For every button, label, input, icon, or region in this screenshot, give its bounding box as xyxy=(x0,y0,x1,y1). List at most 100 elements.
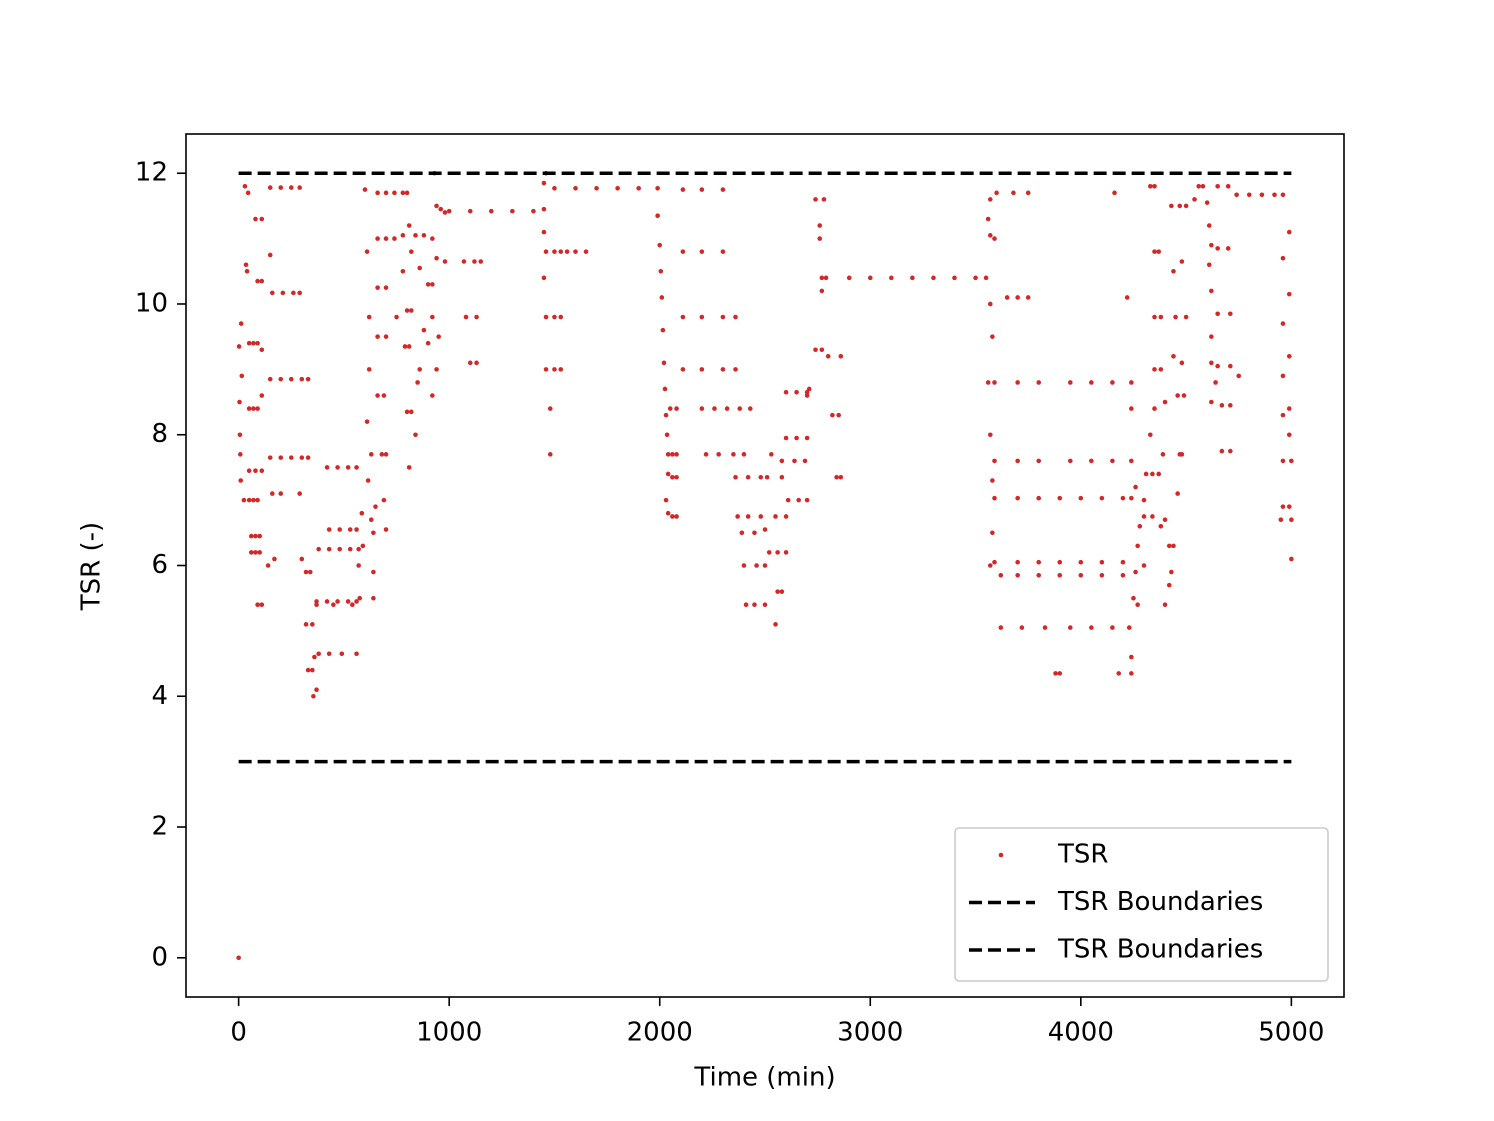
point xyxy=(558,249,564,254)
point xyxy=(1025,190,1031,196)
point xyxy=(1166,543,1172,549)
point xyxy=(1116,671,1122,676)
point xyxy=(830,412,835,418)
point xyxy=(474,314,479,320)
point xyxy=(1181,393,1187,398)
point xyxy=(1173,314,1178,320)
legend-box xyxy=(954,827,1329,982)
point xyxy=(667,406,673,411)
x-tick-label: 4000 xyxy=(1048,1018,1114,1048)
point xyxy=(973,275,978,281)
point xyxy=(783,389,789,395)
point xyxy=(239,373,245,379)
point xyxy=(813,197,818,202)
point xyxy=(1141,514,1147,519)
point xyxy=(758,514,764,519)
point xyxy=(373,504,378,509)
point xyxy=(680,249,686,254)
point xyxy=(299,376,305,382)
point xyxy=(1152,184,1157,189)
point xyxy=(733,367,738,372)
point xyxy=(270,290,275,296)
point xyxy=(1057,573,1063,578)
point xyxy=(408,249,414,254)
point xyxy=(813,347,818,353)
point xyxy=(1215,311,1220,317)
point xyxy=(992,495,997,501)
point xyxy=(531,208,536,214)
point xyxy=(347,527,353,532)
point xyxy=(257,533,262,539)
point xyxy=(364,249,370,254)
point xyxy=(1206,262,1212,268)
point xyxy=(583,249,589,254)
point xyxy=(1162,517,1168,523)
point xyxy=(773,622,778,627)
point xyxy=(383,236,389,241)
point xyxy=(1209,288,1214,294)
point xyxy=(699,314,705,320)
point xyxy=(817,223,823,228)
point xyxy=(1078,559,1084,565)
point xyxy=(783,435,789,441)
point xyxy=(1225,184,1231,189)
point xyxy=(716,452,721,457)
point xyxy=(278,376,284,382)
point xyxy=(417,367,423,372)
point xyxy=(1171,353,1176,359)
point xyxy=(236,955,241,961)
point xyxy=(665,452,671,457)
point xyxy=(1234,192,1239,198)
point xyxy=(1036,380,1042,385)
point xyxy=(680,187,686,192)
point xyxy=(1089,380,1094,385)
point xyxy=(1286,291,1292,297)
point xyxy=(478,259,484,264)
point xyxy=(1129,671,1134,676)
point xyxy=(558,367,564,372)
point xyxy=(472,259,477,264)
point xyxy=(246,497,252,503)
point xyxy=(1166,582,1172,588)
x-tick-label: 0 xyxy=(230,1018,247,1048)
point xyxy=(1215,184,1220,189)
point xyxy=(817,236,823,241)
point xyxy=(354,465,359,470)
y-tick-label: 6 xyxy=(151,550,168,580)
point xyxy=(731,452,736,457)
point xyxy=(1171,543,1176,549)
point xyxy=(1015,495,1020,501)
point xyxy=(356,563,361,568)
point xyxy=(417,265,423,271)
point xyxy=(1213,380,1218,385)
point xyxy=(747,406,753,411)
point xyxy=(741,452,747,457)
point xyxy=(720,367,726,372)
point xyxy=(769,452,774,457)
point xyxy=(543,249,549,254)
point xyxy=(413,432,418,438)
point xyxy=(1177,203,1183,209)
point xyxy=(1228,403,1233,408)
point xyxy=(1156,471,1162,477)
point xyxy=(543,314,549,320)
point xyxy=(257,550,262,555)
point xyxy=(636,185,641,191)
point xyxy=(794,435,799,441)
point xyxy=(1133,569,1138,575)
point xyxy=(1152,367,1157,372)
point xyxy=(299,556,305,562)
point xyxy=(802,458,808,464)
point xyxy=(360,543,366,549)
point xyxy=(992,236,997,241)
point xyxy=(680,314,686,320)
point xyxy=(552,314,557,320)
point xyxy=(288,185,294,190)
point xyxy=(375,285,380,290)
point xyxy=(1004,295,1010,300)
point xyxy=(438,206,444,212)
point xyxy=(356,546,361,552)
point xyxy=(752,530,757,536)
point xyxy=(371,595,376,601)
point xyxy=(987,233,993,238)
